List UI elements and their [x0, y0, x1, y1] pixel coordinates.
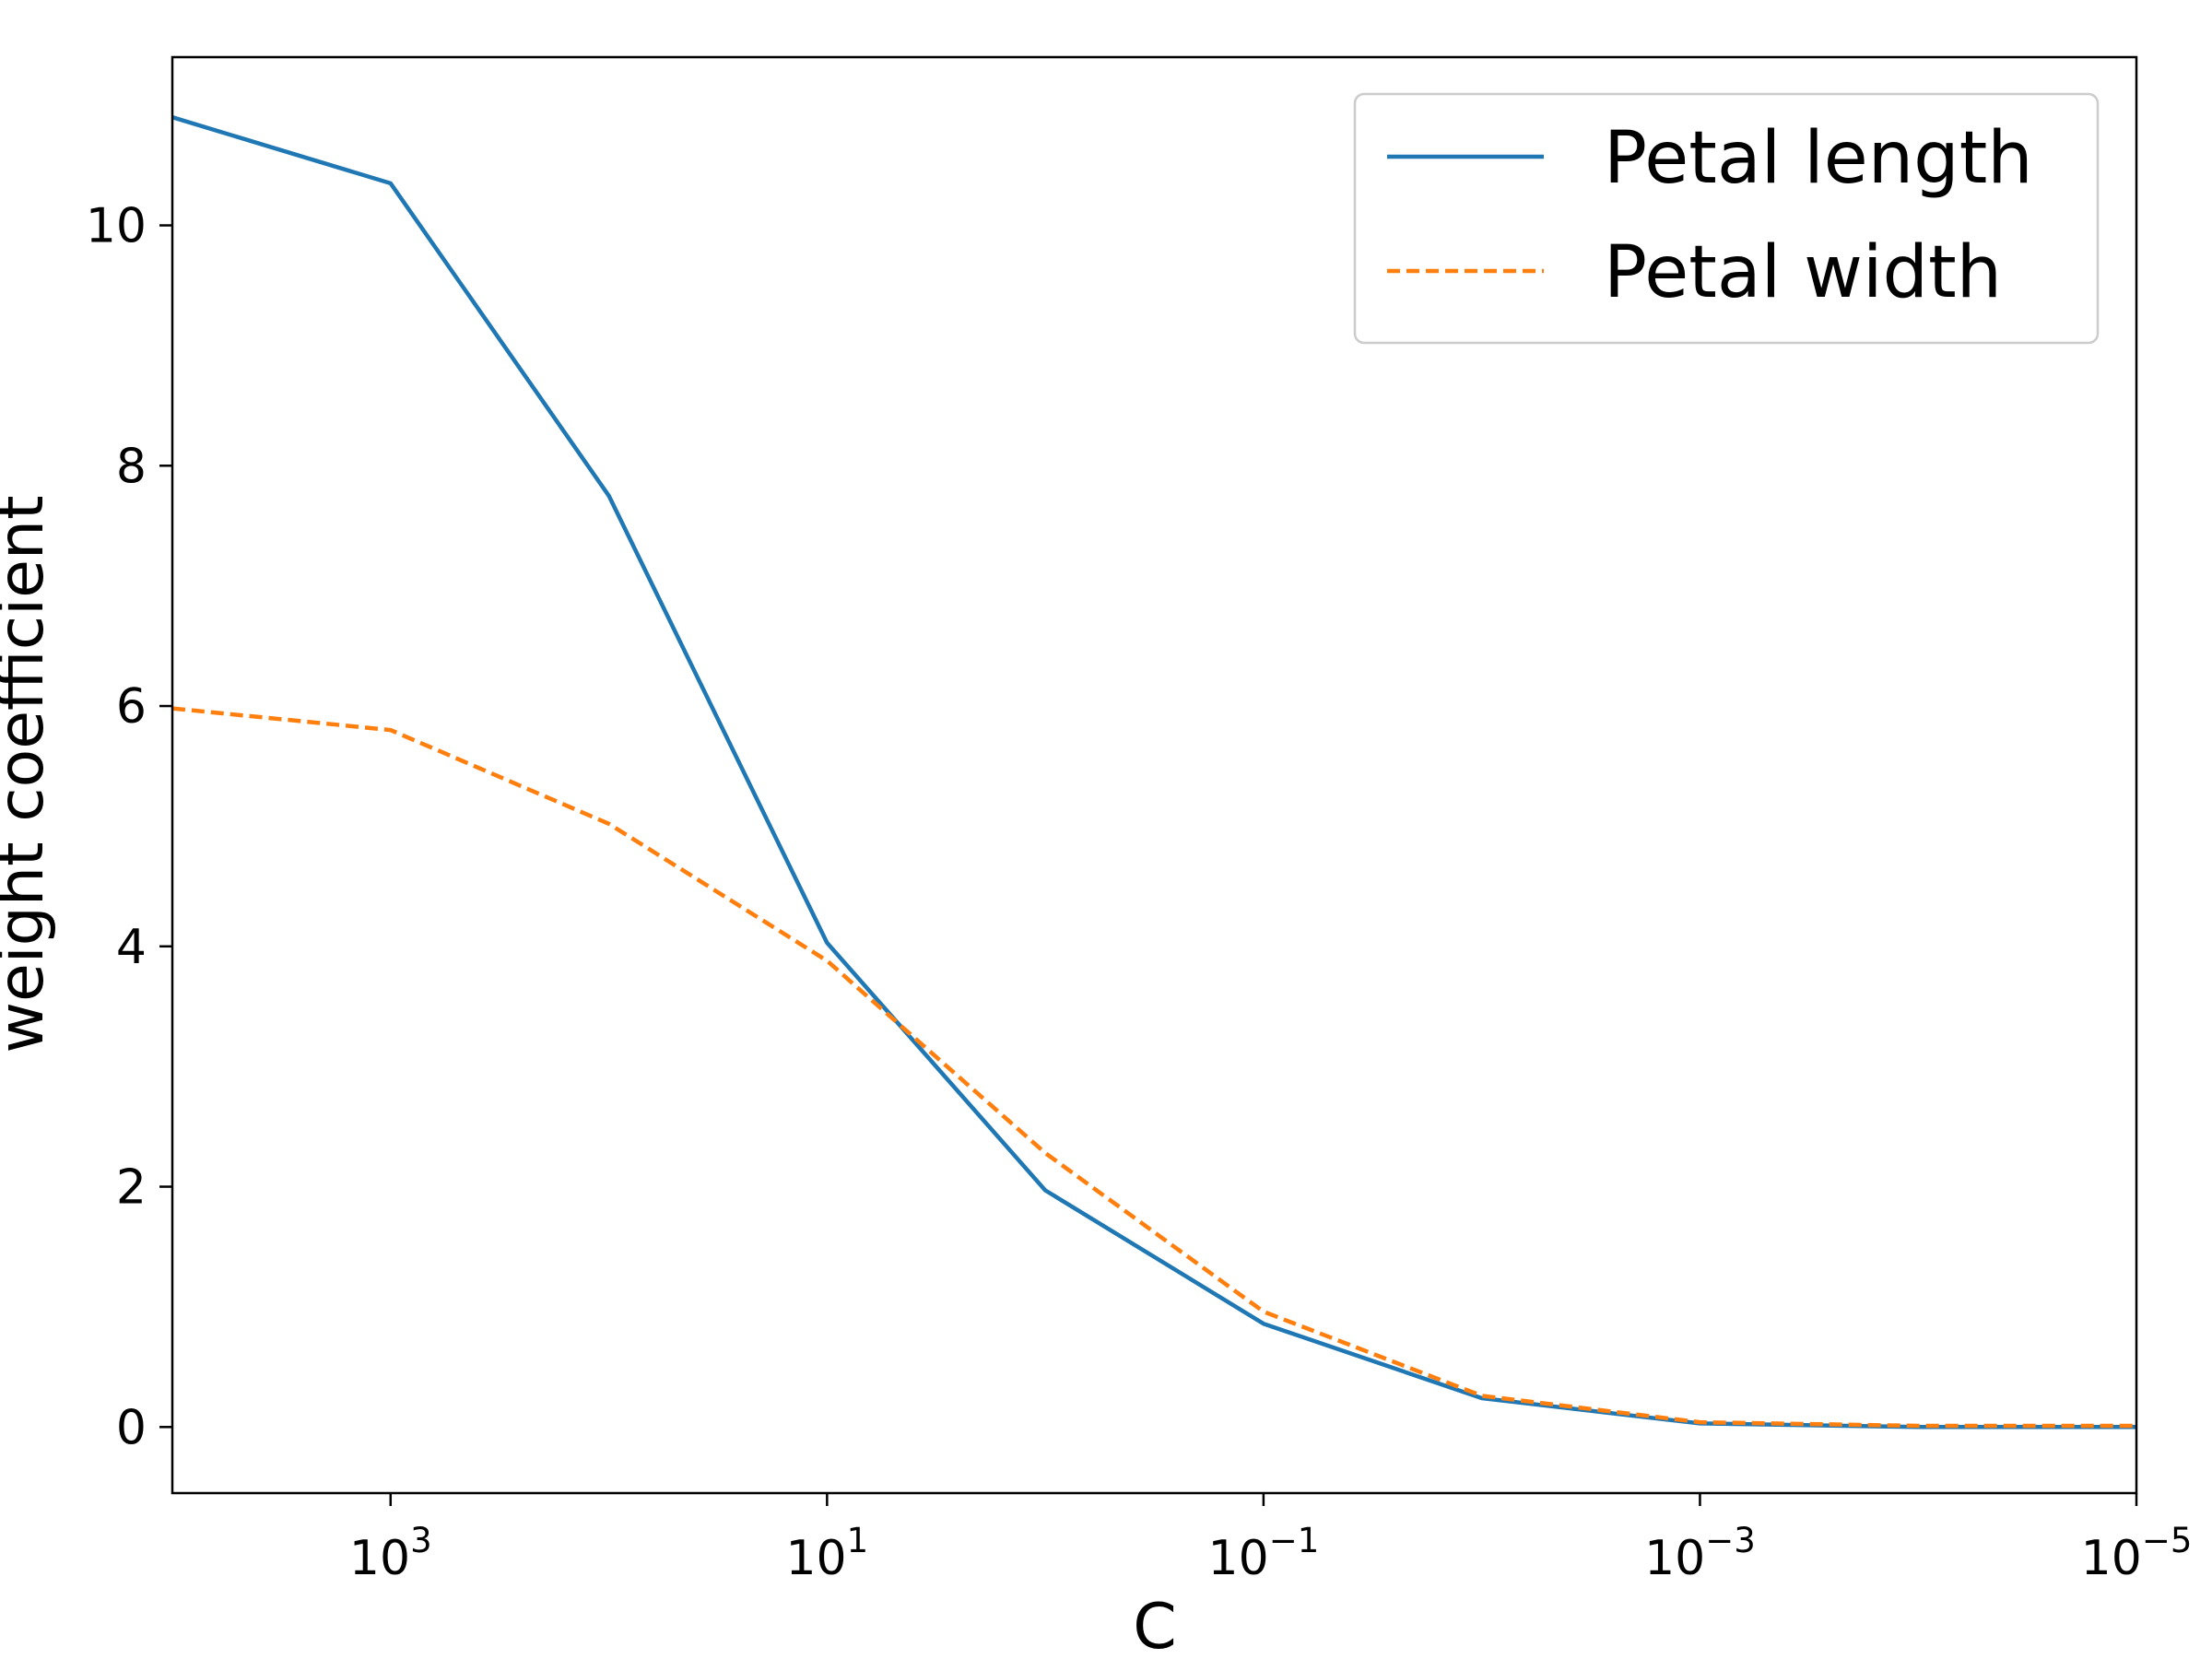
x-axis-ticks: 103 101 10−1 10−3 10−5 — [349, 1493, 2192, 1586]
legend: Petal length Petal width — [1353, 92, 2100, 345]
x-axis-label: C — [1133, 1591, 1176, 1659]
x-tick-base: 10 — [785, 1531, 846, 1586]
x-tick-exponent: −1 — [1269, 1521, 1320, 1560]
x-tick-label: 10−3 — [1644, 1521, 1756, 1586]
x-tick-label: 10−5 — [2081, 1521, 2193, 1586]
x-tick-exponent: −5 — [2142, 1521, 2193, 1560]
legend-label-2: Petal width — [1604, 231, 2002, 314]
series-line-2 — [171, 706, 2136, 1429]
y-axis-label: weight coefficient — [0, 495, 58, 1053]
x-tick-label: 103 — [349, 1521, 432, 1586]
y-tick-label: 2 — [116, 1160, 147, 1216]
x-tick-base: 10 — [1644, 1531, 1705, 1586]
axes-frame — [171, 55, 2138, 1495]
series-line-1 — [171, 115, 2136, 1430]
x-tick-base: 10 — [349, 1531, 410, 1586]
x-tick-label: 10−1 — [1208, 1521, 1320, 1586]
y-tick-label: 6 — [116, 679, 147, 735]
y-tick-label: 10 — [86, 199, 147, 254]
x-tick-exponent: 1 — [847, 1521, 869, 1560]
x-tick-base: 10 — [1208, 1531, 1269, 1586]
y-tick-label: 0 — [116, 1400, 147, 1455]
x-tick-base: 10 — [2081, 1531, 2142, 1586]
x-tick-exponent: −3 — [1705, 1521, 1756, 1560]
x-tick-exponent: 3 — [410, 1521, 432, 1560]
y-tick-label: 8 — [116, 439, 147, 494]
series-layer — [171, 115, 2136, 1430]
y-tick-label: 4 — [116, 920, 147, 975]
legend-label-1: Petal length — [1604, 117, 2033, 200]
x-tick-label: 101 — [785, 1521, 868, 1586]
y-axis-ticks: 0 2 4 6 8 10 — [86, 199, 172, 1455]
